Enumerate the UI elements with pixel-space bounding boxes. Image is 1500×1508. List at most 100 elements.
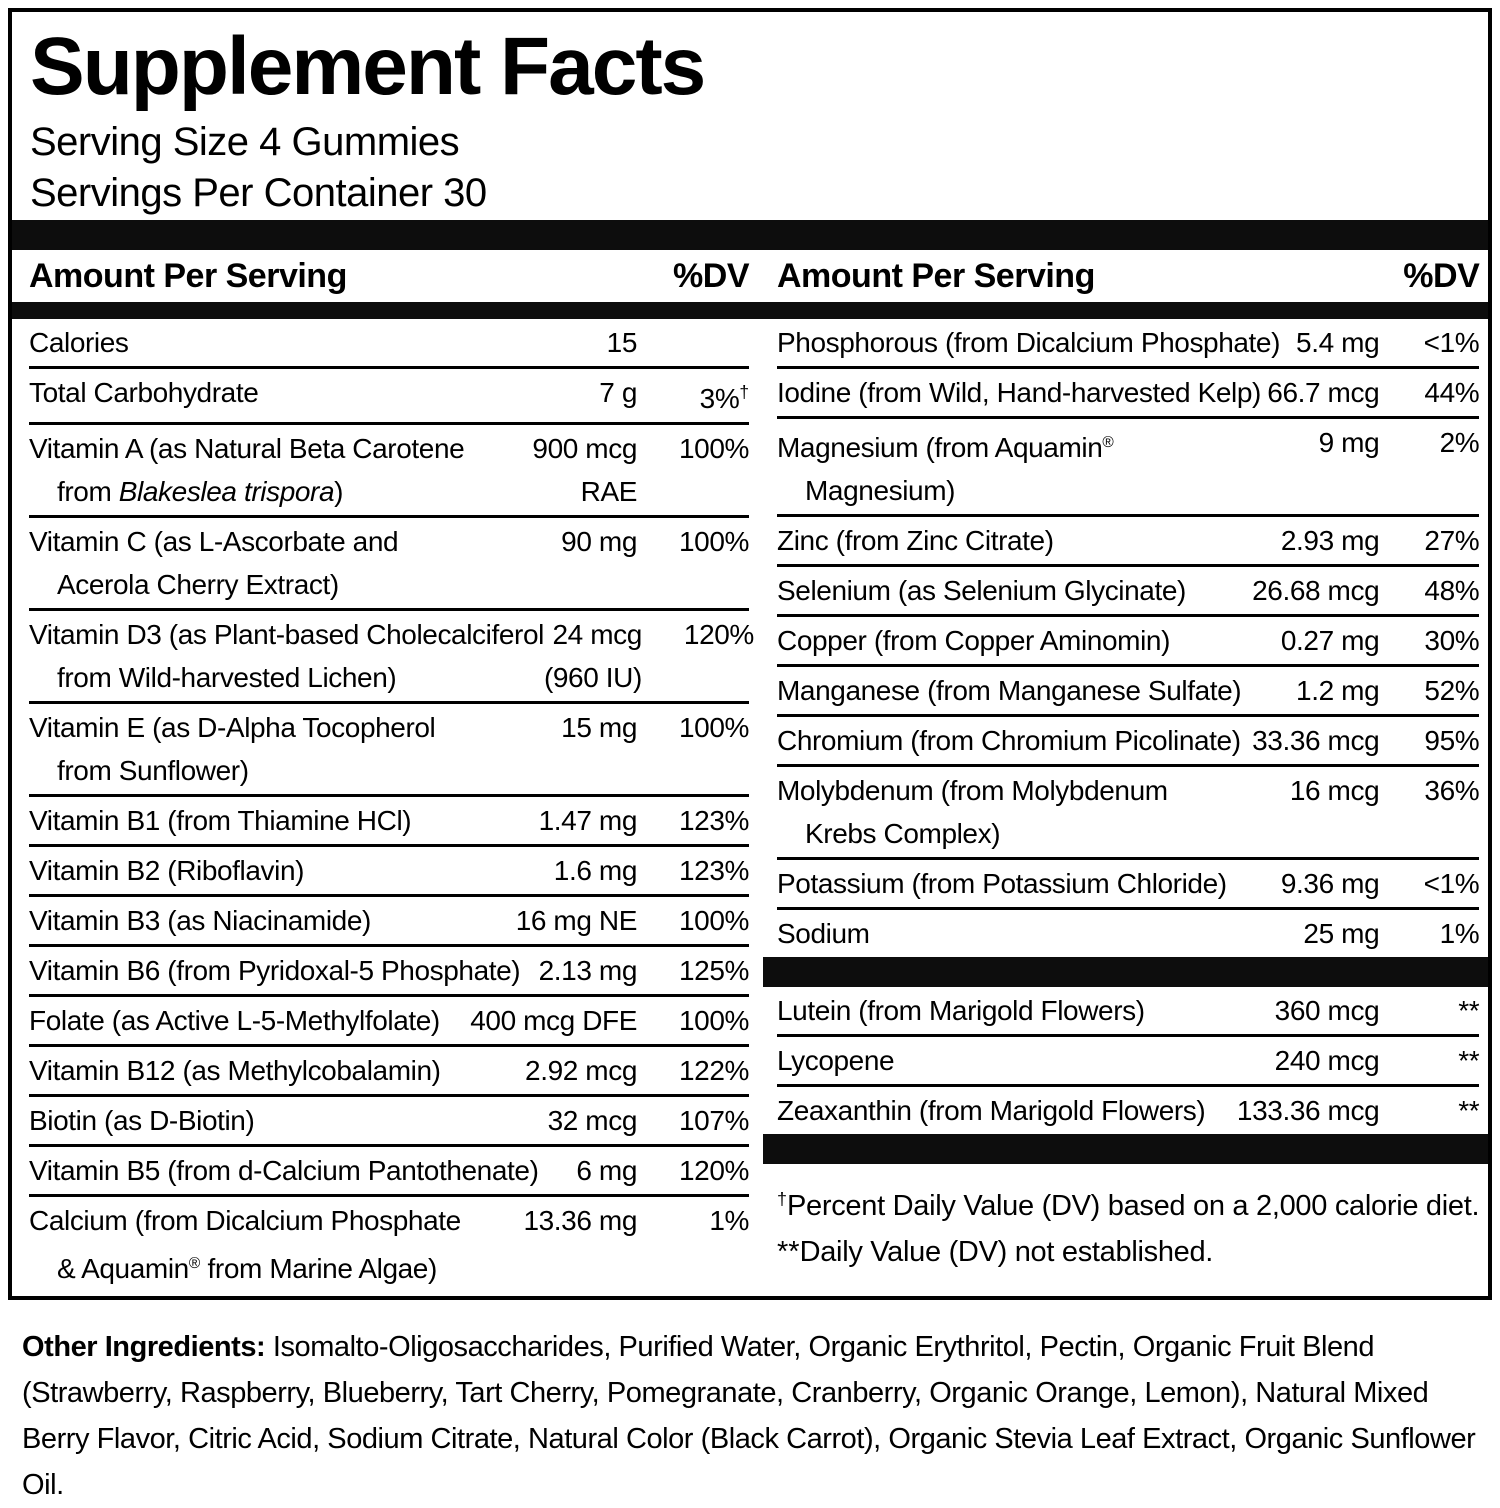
nutrient-dv: 52%: [1424, 675, 1480, 706]
nutrient-row: Lutein (from Marigold Flowers) 360 mcg **: [777, 987, 1480, 1037]
nutrient-amount: 6 mg: [576, 1155, 637, 1186]
nutrient-dv: 3%†: [699, 382, 749, 414]
nutrient-amount: 1.6 mg: [553, 855, 638, 886]
nutrient-dv: **: [1458, 1045, 1480, 1076]
nutrient-dv: 100%: [678, 905, 749, 936]
right-column: Amount Per Serving %DV Phosphorous (from…: [763, 220, 1488, 1296]
nutrient-rows: Calories 15 Total Carbohydrate 7 g 3%† Vitami…: [29, 319, 754, 1292]
nutrient-name: Molybdenum (from Molybdenum Krebs Complex…: [777, 775, 1168, 849]
nutrient-row: Folate (as Active L-5-Methylfolate) 400 m…: [29, 997, 749, 1047]
nutrient-amount: 2.92 mcg: [525, 1055, 637, 1086]
nutrient-row: Selenium (as Selenium Glycinate) 26.68 mc…: [777, 567, 1480, 617]
nutrient-row: Zeaxanthin (from Marigold Flowers) 133.36…: [777, 1087, 1480, 1134]
nutrient-amount: 0.27 mg: [1280, 625, 1380, 656]
separator-bar: [763, 1134, 1488, 1164]
nutrient-row: Vitamin E (as D-Alpha Tocopherol from Sun…: [29, 704, 749, 797]
nutrient-name: Vitamin B6 (from Pyridoxal-5 Phosphate): [29, 955, 521, 986]
nutrient-dv: 95%: [1424, 725, 1480, 756]
supplement-facts-panel: Supplement Facts Serving Size 4 Gummies …: [8, 8, 1492, 1300]
dv-header: %DV: [673, 256, 749, 295]
nutrient-amount: 9.36 mg: [1280, 868, 1380, 899]
nutrient-name: Vitamin C (as L-Ascorbate and Acerola Che…: [29, 526, 399, 600]
nutrient-name: Sodium: [777, 918, 870, 949]
nutrient-row: Vitamin B1 (from Thiamine HCl) 1.47 mg 123…: [29, 797, 749, 847]
nutrient-row: Zinc (from Zinc Citrate) 2.93 mg 27%: [777, 517, 1480, 567]
nutrient-dv: 120%: [683, 619, 754, 650]
nutrient-name: Vitamin B1 (from Thiamine HCl): [29, 805, 412, 836]
separator-bar: [763, 957, 1488, 987]
nutrient-name: Chromium (from Chromium Picolinate): [777, 725, 1241, 756]
nutrient-name: Biotin (as D-Biotin): [29, 1105, 255, 1136]
nutrient-dv: 44%: [1424, 377, 1480, 408]
nutrient-row: Vitamin B12 (as Methylcobalamin) 2.92 mcg…: [29, 1047, 749, 1097]
nutrient-amount: 66.7 mcg: [1267, 377, 1380, 408]
separator-bar: [763, 302, 1488, 319]
nutrient-dv: 30%: [1424, 625, 1480, 656]
nutrient-row: Sodium 25 mg 1%: [777, 910, 1480, 957]
nutrient-row: Chromium (from Chromium Picolinate) 33.36…: [777, 717, 1480, 767]
nutrient-name: Vitamin E (as D-Alpha Tocopherol from Sun…: [29, 712, 436, 786]
nutrient-amount: 9 mg: [1318, 427, 1380, 458]
column-header: Amount Per Serving %DV: [29, 250, 749, 302]
nutrient-dv: 100%: [678, 433, 749, 464]
left-column: Amount Per Serving %DV Calories 15 Total C…: [12, 220, 763, 1296]
nutrient-row: Calcium (from Dicalcium Phosphate & Aquam…: [29, 1197, 749, 1292]
nutrient-amount: 15: [606, 327, 638, 358]
nutrient-name: Lycopene: [777, 1045, 895, 1076]
nutrient-row: Vitamin D3 (as Plant-based Cholecalcifer…: [29, 611, 754, 704]
nutrient-row: Manganese (from Manganese Sulfate) 1.2 mg…: [777, 667, 1480, 717]
title-block: Supplement Facts Serving Size 4 Gummies …: [12, 12, 1488, 220]
nutrient-amount: 240 mcg: [1274, 1045, 1380, 1076]
nutrient-row: Calories 15: [29, 319, 749, 369]
nutrient-row: Potassium (from Potassium Chloride) 9.36 …: [777, 860, 1480, 910]
nutrient-row: Vitamin B5 (from d-Calcium Pantothenate)…: [29, 1147, 749, 1197]
other-ingredients: Other Ingredients: Isomalto-Oligosacchar…: [22, 1324, 1484, 1508]
nutrient-name: Calcium (from Dicalcium Phosphate & Aquam…: [29, 1205, 461, 1284]
nutrient-dv: 123%: [678, 805, 749, 836]
nutrient-name: Zinc (from Zinc Citrate): [777, 525, 1054, 556]
nutrient-amount: 360 mcg: [1274, 995, 1380, 1026]
nutrient-amount: 90 mg: [561, 526, 637, 557]
nutrient-dv: 122%: [678, 1055, 749, 1086]
dv-header: %DV: [1403, 256, 1480, 295]
nutrient-name: Lutein (from Marigold Flowers): [777, 995, 1145, 1026]
nutrient-name: Vitamin B3 (as Niacinamide): [29, 905, 371, 936]
nutrient-amount: 2.13 mg: [538, 955, 638, 986]
nutrient-dv: 100%: [678, 1005, 749, 1036]
nutrient-dv: 48%: [1424, 575, 1480, 606]
nutrient-amount: 133.36 mcg: [1236, 1095, 1380, 1126]
footnotes: †Percent Daily Value (DV) based on a 2,0…: [777, 1164, 1480, 1275]
nutrient-name: Phosphorous (from Dicalcium Phosphate): [777, 327, 1281, 358]
nutrient-dv: 100%: [678, 712, 749, 743]
nutrient-dv: 123%: [678, 855, 749, 886]
nutrient-name: Calories: [29, 327, 129, 358]
nutrient-row: Vitamin A (as Natural Beta Carotene from …: [29, 425, 749, 518]
separator-bar: [12, 302, 763, 319]
nutrient-amount: 16 mcg: [1289, 775, 1380, 806]
nutrient-name: Magnesium (from Aquamin® Magnesium): [777, 432, 1114, 506]
nutrient-row: Vitamin B3 (as Niacinamide) 16 mg NE 100%: [29, 897, 749, 947]
facts-columns: Amount Per Serving %DV Calories 15 Total C…: [12, 220, 1488, 1296]
nutrient-name: Vitamin D3 (as Plant-based Cholecalcifer…: [29, 619, 544, 693]
nutrient-row: Phosphorous (from Dicalcium Phosphate) 5.…: [777, 319, 1480, 369]
nutrient-amount: 32 mcg: [547, 1105, 638, 1136]
nutrient-row: Vitamin B2 (Riboflavin) 1.6 mg 123%: [29, 847, 749, 897]
nutrient-dv: 120%: [678, 1155, 749, 1186]
nutrient-name: Vitamin A (as Natural Beta Carotene from …: [29, 433, 465, 507]
nutrient-amount: 400 mcg DFE: [470, 1005, 637, 1036]
nutrient-row: Vitamin B6 (from Pyridoxal-5 Phosphate) 2…: [29, 947, 749, 997]
nutrient-dv: 1%: [1439, 918, 1480, 949]
nutrient-amount: 13.36 mg: [523, 1205, 637, 1236]
amount-per-serving-header: Amount Per Serving: [29, 256, 347, 295]
nutrient-dv: 100%: [678, 526, 749, 557]
nutrient-name: Total Carbohydrate: [29, 377, 259, 408]
nutrient-name: Folate (as Active L-5-Methylfolate): [29, 1005, 440, 1036]
nutrient-name: Vitamin B12 (as Methylcobalamin): [29, 1055, 441, 1086]
nutrient-dv: 27%: [1424, 525, 1480, 556]
nutrient-amount: 26.68 mcg: [1252, 575, 1380, 606]
column-header: Amount Per Serving %DV: [777, 250, 1480, 302]
nutrient-name: Copper (from Copper Aminomin): [777, 625, 1170, 656]
nutrient-amount: 25 mg: [1303, 918, 1380, 949]
nutrient-name: Iodine (from Wild, Hand-harvested Kelp): [777, 377, 1261, 408]
nutrient-row: Lycopene 240 mcg **: [777, 1037, 1480, 1087]
